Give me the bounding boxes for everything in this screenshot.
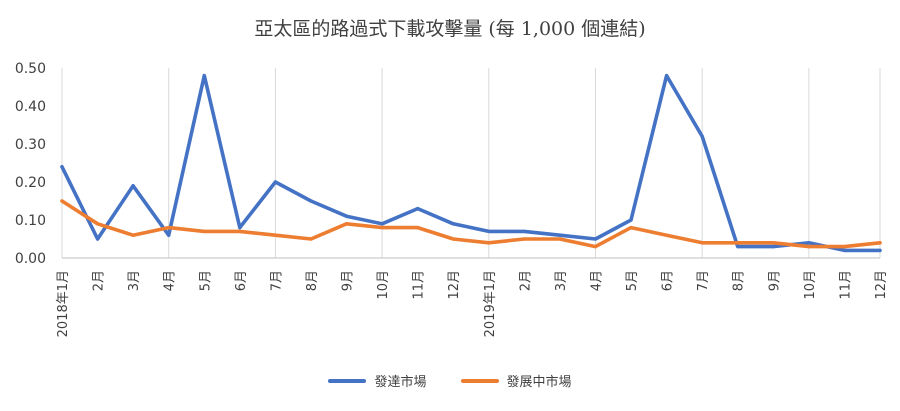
y-tick-label: 0.30: [15, 137, 46, 153]
x-tick-label: 12月: [874, 270, 889, 300]
x-tick-label: 4月: [163, 270, 178, 291]
series-lines: [60, 73, 882, 253]
data-point-developed: [487, 229, 491, 233]
data-point-developing: [344, 222, 349, 226]
y-tick-label: 0.40: [15, 99, 46, 115]
x-tick-label: 6月: [234, 270, 249, 291]
x-tick-label: 5月: [198, 270, 213, 291]
data-point-developing: [700, 241, 704, 245]
data-point-developing: [629, 226, 633, 230]
data-point-developing: [665, 233, 669, 237]
legend-label-developing: 發展中市場: [506, 375, 572, 390]
data-point-developing: [451, 237, 455, 241]
data-point-developed: [238, 226, 242, 230]
x-tick-label: 7月: [696, 270, 711, 291]
y-tick-label: 0.20: [15, 175, 46, 191]
data-point-developing: [558, 237, 562, 241]
legend-swatch-developing: [460, 378, 499, 383]
data-point-developing: [807, 245, 811, 249]
data-point-developed: [167, 233, 171, 237]
x-tick-label: 9月: [341, 270, 356, 291]
data-point-developing: [273, 233, 277, 237]
x-tick-label: 3月: [554, 270, 569, 291]
y-tick-label: 0.50: [15, 61, 46, 77]
x-tick-label: 12月: [447, 270, 462, 300]
data-point-developing: [309, 237, 313, 241]
data-point-developing: [380, 226, 384, 230]
x-tick-label: 4月: [589, 270, 604, 291]
data-point-developed: [416, 207, 420, 211]
data-point-developed: [878, 248, 882, 252]
data-point-developed: [736, 245, 740, 249]
y-tick-label: 0.00: [15, 251, 46, 267]
data-point-developed: [771, 245, 775, 249]
data-point-developed: [309, 199, 313, 203]
x-tick-label: 11月: [412, 270, 427, 300]
data-point-developed: [451, 222, 455, 226]
x-tick-label: 2月: [518, 270, 533, 291]
x-tick-label: 2月: [92, 270, 107, 291]
x-tick-label: 9月: [767, 270, 782, 291]
legend-item-developing: 發展中市場: [460, 371, 572, 390]
data-point-developing: [95, 222, 100, 226]
x-tick-label: 2019年1月: [483, 270, 498, 337]
data-point-developed: [558, 233, 562, 237]
data-point-developing: [202, 229, 206, 233]
data-point-developing: [771, 241, 775, 245]
data-point-developed: [842, 248, 847, 252]
data-point-developing: [593, 245, 598, 249]
x-tick-label: 7月: [269, 270, 284, 291]
data-point-developing: [238, 229, 242, 233]
y-tick-label: 0.10: [15, 213, 46, 229]
x-tick-label: 8月: [732, 270, 747, 291]
data-point-developed: [131, 184, 135, 188]
data-point-developing: [167, 226, 171, 230]
data-point-developing: [416, 226, 420, 230]
data-point-developing: [60, 199, 64, 203]
data-point-developed: [629, 218, 633, 222]
series-line-developing: [60, 199, 882, 249]
data-point-developed: [344, 214, 349, 218]
data-point-developing: [487, 241, 491, 245]
x-tick-label: 3月: [127, 270, 142, 291]
x-tick-label: 11月: [838, 270, 853, 300]
data-point-developed: [700, 134, 704, 138]
data-point-developing: [131, 233, 135, 237]
x-tick-label: 6月: [661, 270, 676, 291]
data-point-developed: [60, 165, 64, 169]
data-point-developing: [842, 245, 847, 249]
data-point-developed: [380, 222, 384, 226]
series-line-developed: [60, 73, 882, 253]
legend-item-developed: 發達市場: [328, 371, 427, 390]
x-tick-label: 5月: [625, 270, 640, 291]
legend-label-developed: 發達市場: [374, 375, 427, 390]
data-point-developing: [522, 237, 526, 241]
tick-labels: 0.00 0.10 0.20 0.30 0.40 0.50 2018年1月 2月 3月 4月 5月 6…: [15, 61, 889, 337]
data-point-developing: [878, 241, 882, 245]
x-tick-label: 8月: [305, 270, 320, 291]
legend: 發達市場 發展中市場: [0, 371, 900, 390]
data-point-developed: [665, 74, 669, 78]
data-point-developed: [95, 237, 100, 241]
data-point-developed: [522, 229, 526, 233]
data-point-developed: [202, 74, 206, 78]
x-tick-label: 10月: [376, 270, 391, 300]
data-point-developed: [807, 241, 811, 245]
data-point-developed: [273, 180, 277, 184]
x-tick-label: 10月: [803, 270, 818, 300]
legend-swatch-developed: [328, 378, 367, 383]
chart-title: 亞太區的路過式下載攻擊量 (每 1,000 個連結): [254, 18, 646, 40]
data-point-developing: [736, 241, 740, 245]
data-point-developed: [593, 237, 598, 241]
x-tick-label: 2018年1月: [56, 270, 71, 337]
